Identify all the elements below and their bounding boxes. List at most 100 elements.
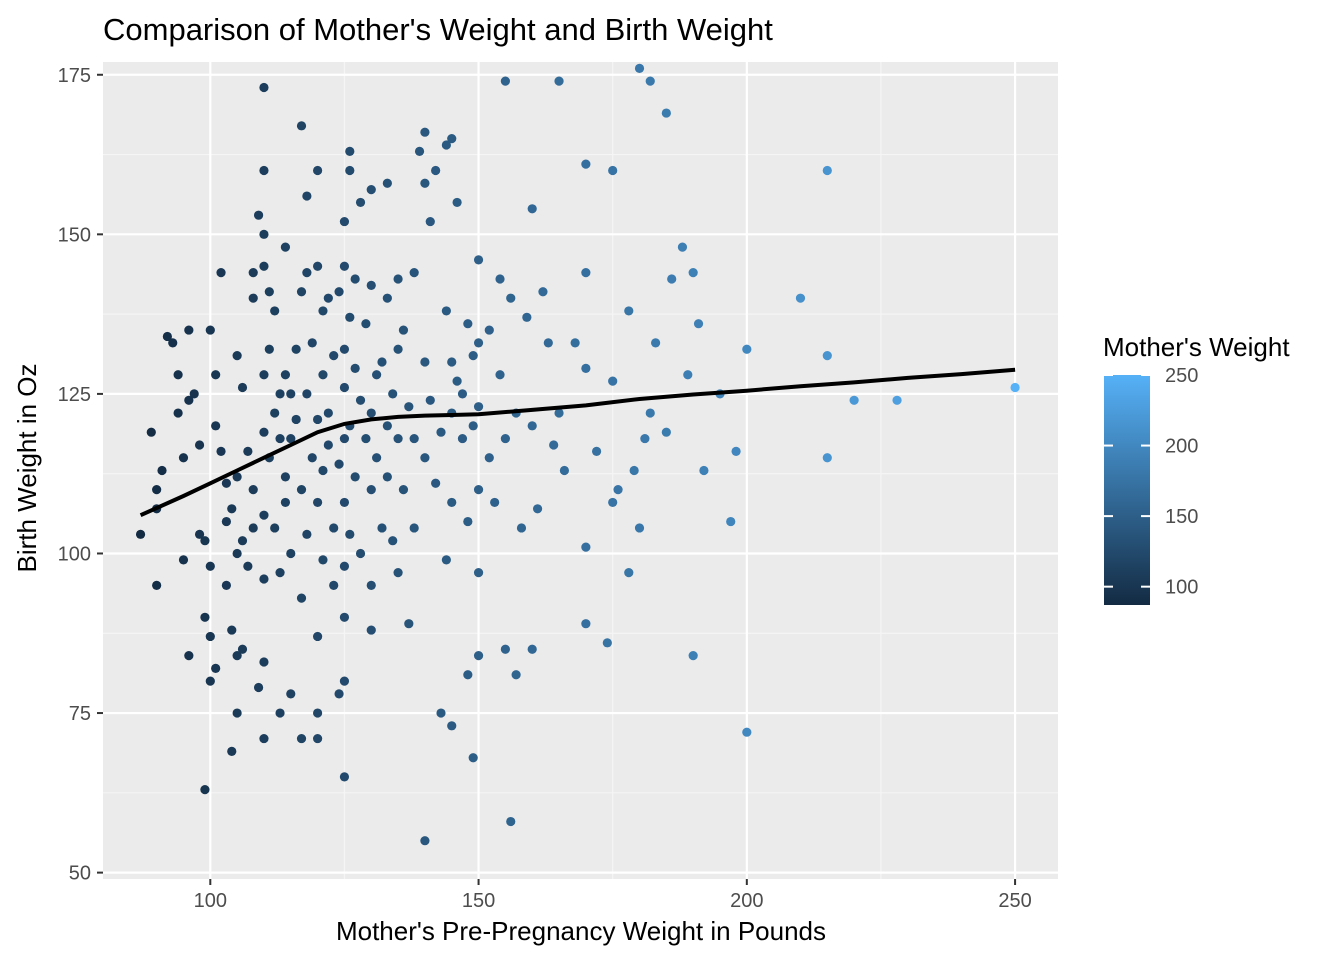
data-point xyxy=(259,574,269,584)
data-point xyxy=(468,351,478,361)
data-point xyxy=(259,165,269,176)
data-point xyxy=(892,395,902,405)
data-point xyxy=(339,497,350,508)
data-point xyxy=(661,108,671,118)
data-point xyxy=(259,82,269,93)
data-point xyxy=(473,255,484,265)
data-point xyxy=(559,465,570,476)
data-point xyxy=(420,836,430,846)
data-point xyxy=(302,268,312,278)
y-tick-label: 100 xyxy=(58,543,91,565)
data-point xyxy=(211,663,221,673)
data-point xyxy=(232,708,242,718)
data-point xyxy=(339,561,350,571)
data-point xyxy=(280,242,291,252)
data-point xyxy=(651,338,661,348)
data-point xyxy=(323,440,333,450)
data-point xyxy=(313,733,323,744)
x-tick-label: 150 xyxy=(462,890,495,912)
grid-lines xyxy=(103,62,1058,879)
data-point xyxy=(495,274,505,284)
data-point xyxy=(441,555,451,565)
data-point xyxy=(742,727,752,737)
data-point xyxy=(506,293,516,303)
data-point xyxy=(447,357,457,367)
data-point xyxy=(345,529,355,539)
data-point xyxy=(200,612,210,622)
data-point xyxy=(259,370,269,380)
legend-tick-label: 150 xyxy=(1165,506,1198,528)
data-point xyxy=(329,580,339,590)
data-points xyxy=(135,63,1020,846)
data-point xyxy=(339,344,350,354)
data-point xyxy=(414,146,425,156)
chart-title: Comparison of Mother's Weight and Birth … xyxy=(103,12,773,47)
data-point xyxy=(313,708,323,718)
data-point xyxy=(581,363,591,373)
data-point xyxy=(688,268,698,278)
data-point xyxy=(500,76,510,86)
data-point xyxy=(313,631,323,642)
data-point xyxy=(608,497,618,508)
data-point xyxy=(731,446,741,456)
data-point xyxy=(409,433,419,444)
data-point xyxy=(291,344,301,354)
data-point xyxy=(457,433,468,444)
data-point xyxy=(511,670,521,680)
data-point xyxy=(146,427,156,437)
data-point xyxy=(608,165,618,176)
x-tick-label: 200 xyxy=(730,890,763,912)
data-point xyxy=(313,414,323,425)
data-point xyxy=(334,287,344,297)
data-point xyxy=(516,523,527,533)
data-point xyxy=(280,497,291,508)
data-point xyxy=(318,370,328,380)
data-point xyxy=(313,261,323,271)
data-point xyxy=(184,651,194,661)
data-point xyxy=(463,516,473,527)
data-point xyxy=(216,268,226,278)
y-tick-label: 175 xyxy=(58,65,91,87)
data-point xyxy=(490,497,500,508)
data-point xyxy=(350,274,360,284)
data-point xyxy=(366,185,376,195)
data-point xyxy=(377,523,387,533)
data-point xyxy=(275,389,285,399)
data-point xyxy=(334,459,344,469)
data-point xyxy=(232,651,242,661)
data-point xyxy=(291,414,301,425)
data-point xyxy=(683,370,693,380)
data-point xyxy=(608,376,618,386)
data-point xyxy=(194,440,205,450)
data-point xyxy=(532,504,543,514)
data-point xyxy=(404,619,414,629)
data-point xyxy=(581,542,591,552)
data-point xyxy=(624,568,634,578)
data-point xyxy=(296,287,307,297)
y-tick-label: 150 xyxy=(58,224,91,246)
data-point xyxy=(372,370,382,380)
data-point xyxy=(184,325,194,335)
data-point xyxy=(345,312,355,322)
data-point xyxy=(404,402,414,412)
data-point xyxy=(382,178,392,188)
data-point xyxy=(313,165,323,176)
data-point xyxy=(484,325,494,335)
data-point xyxy=(452,376,462,386)
data-point xyxy=(436,708,446,718)
data-point xyxy=(280,370,291,380)
data-point xyxy=(377,357,387,367)
legend-title: Mother's Weight xyxy=(1103,332,1290,362)
data-point xyxy=(538,287,548,297)
data-point xyxy=(822,165,832,176)
x-axis-title: Mother's Pre-Pregnancy Weight in Pounds xyxy=(336,916,826,946)
data-point xyxy=(211,370,221,380)
data-point xyxy=(452,197,462,208)
data-point xyxy=(382,472,392,482)
data-point xyxy=(296,593,307,603)
data-point xyxy=(420,453,430,463)
data-point xyxy=(339,676,350,686)
data-point xyxy=(318,555,328,565)
data-point xyxy=(468,753,478,763)
data-point xyxy=(275,433,285,444)
